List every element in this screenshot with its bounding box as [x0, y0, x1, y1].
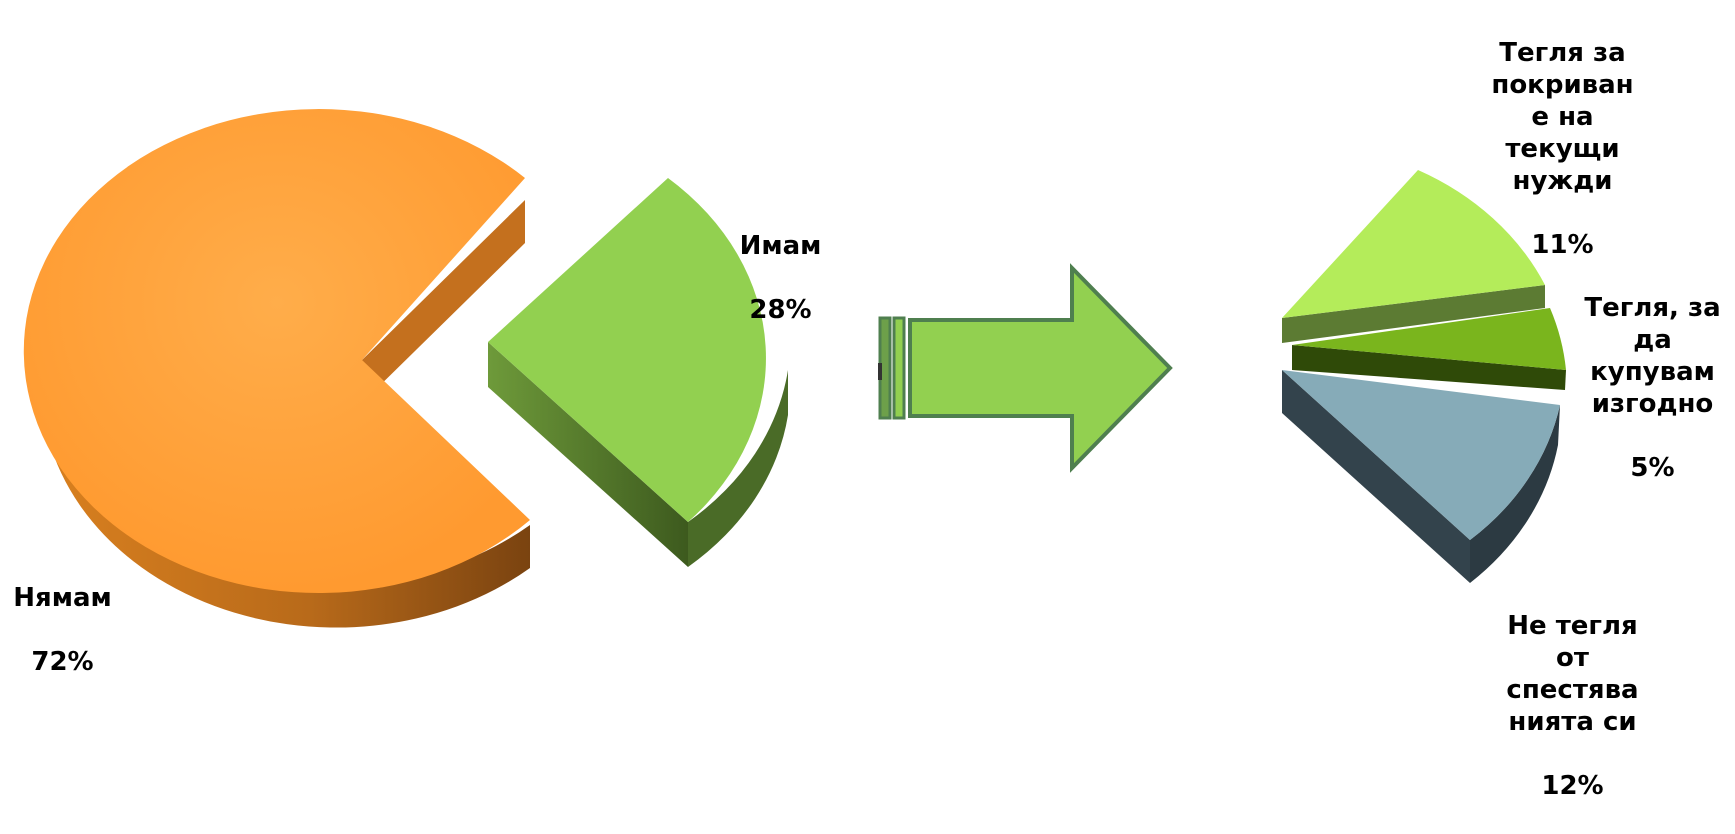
label-ne-tegla-value: 12% [1541, 771, 1604, 801]
label-nyamam-value: 72% [31, 647, 94, 677]
slice-izgodno[interactable] [1292, 308, 1566, 370]
slice-nyamam[interactable] [23, 109, 531, 594]
slice-imam[interactable] [488, 178, 766, 522]
label-izgodno-name: Тегля, за да купувам изгодно [1584, 293, 1721, 419]
right-arrow-icon [878, 263, 1173, 473]
slice-tekushti[interactable] [1282, 170, 1545, 318]
label-imam: Имам 28% [718, 198, 843, 358]
slice-ne-tegla-side [1282, 370, 1470, 583]
slice-nyamam-cut-wall [362, 200, 525, 403]
label-nyamam-name: Нямам [13, 583, 112, 613]
label-ne-tegla-name: Не тегля от спестява нията си [1506, 611, 1639, 737]
label-imam-value: 28% [749, 295, 812, 325]
pie-right [1282, 170, 1566, 583]
chart-canvas [23, 109, 1566, 628]
label-tekushti-name: Тегля за покриван е на текущи нужди [1491, 38, 1634, 196]
slice-ne-tegla[interactable] [1282, 370, 1560, 540]
label-izgodno-value: 5% [1630, 453, 1675, 483]
label-izgodno: Тегля, за да купувам изгодно 5% [1570, 260, 1735, 516]
label-tekushti-value: 11% [1531, 230, 1594, 260]
slice-imam-cut-wall [488, 342, 688, 567]
slice-tekushti-side [1282, 285, 1545, 343]
label-imam-name: Имам [739, 231, 822, 261]
slice-imam-side [688, 370, 788, 567]
label-tekushti: Тегля за покриван е на текущи нужди 11% [1470, 5, 1655, 293]
pie-left [23, 109, 788, 628]
slice-ne-tegla-outer [1470, 405, 1560, 583]
label-ne-tegla: Не тегля от спестява нията си 12% [1485, 578, 1660, 834]
label-nyamam: Нямам 72% [0, 550, 125, 710]
slice-izgodno-side [1292, 345, 1566, 390]
